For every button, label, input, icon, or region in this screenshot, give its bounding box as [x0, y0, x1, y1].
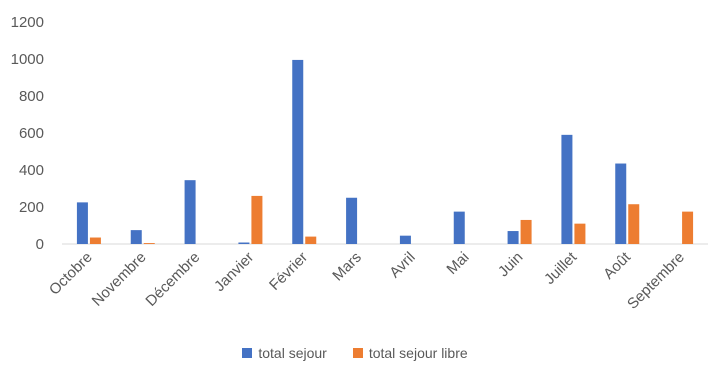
bar-total-sejour-libre — [251, 195, 263, 244]
bar-total-sejour-libre — [89, 237, 101, 244]
bar-total-sejour-libre — [143, 243, 155, 244]
bar-total-sejour-libre — [628, 204, 640, 244]
bar-total-sejour — [238, 242, 250, 244]
bar-total-sejour-libre — [305, 236, 317, 244]
bar-total-sejour — [130, 230, 142, 244]
legend-item-total-sejour-libre: total sejour libre — [352, 345, 468, 361]
y-tick-label: 400 — [19, 162, 44, 179]
x-tick-label: Avril — [386, 249, 418, 281]
x-tick-label: Octobre — [46, 249, 96, 299]
bar-total-sejour — [615, 163, 627, 244]
x-tick-label: Mars — [329, 249, 365, 285]
y-axis: 0 200 400 600 800 1000 1200 — [11, 14, 44, 253]
x-tick-label: Janvier — [211, 249, 257, 295]
legend-swatch-total-sejour — [242, 348, 253, 358]
x-tick-label: Septembre — [624, 249, 688, 313]
y-tick-label: 1200 — [11, 14, 44, 31]
bar-total-sejour — [292, 59, 304, 244]
bar-total-sejour-libre — [574, 223, 586, 244]
bar-total-sejour — [184, 180, 196, 244]
legend-item-total-sejour: total sejour — [242, 345, 327, 361]
bar-total-sejour — [507, 231, 519, 244]
legend-label-total-sejour: total sejour — [258, 345, 327, 361]
bar-total-sejour-libre — [682, 211, 694, 244]
y-tick-label: 1000 — [11, 51, 44, 68]
x-tick-label: Décembre — [142, 249, 203, 310]
bar-total-sejour — [76, 202, 88, 244]
bars — [62, 59, 708, 245]
bar-total-sejour — [346, 197, 358, 244]
y-tick-label: 800 — [19, 88, 44, 105]
legend-swatch-total-sejour-libre — [352, 348, 363, 358]
x-tick-label: Juillet — [541, 248, 581, 288]
y-tick-label: 600 — [19, 125, 44, 142]
bar-total-sejour — [561, 134, 573, 244]
legend-label-total-sejour-libre: total sejour libre — [368, 345, 468, 361]
x-tick-label: Février — [266, 249, 311, 294]
bar-total-sejour — [399, 235, 411, 244]
y-tick-label: 0 — [36, 236, 44, 253]
bar-total-sejour-libre — [520, 219, 532, 244]
bar-chart: 0 200 400 600 800 1000 1200 OctobreNovembreDéc… — [11, 14, 708, 313]
legend: total sejour total sejour libre — [0, 345, 710, 361]
x-tick-label: Novembre — [89, 249, 150, 310]
x-tick-label: Mai — [443, 249, 472, 278]
bar-total-sejour — [453, 211, 465, 244]
x-tick-label: Août — [600, 248, 634, 282]
y-tick-label: 200 — [19, 199, 44, 216]
x-tick-label: Juin — [495, 249, 526, 280]
